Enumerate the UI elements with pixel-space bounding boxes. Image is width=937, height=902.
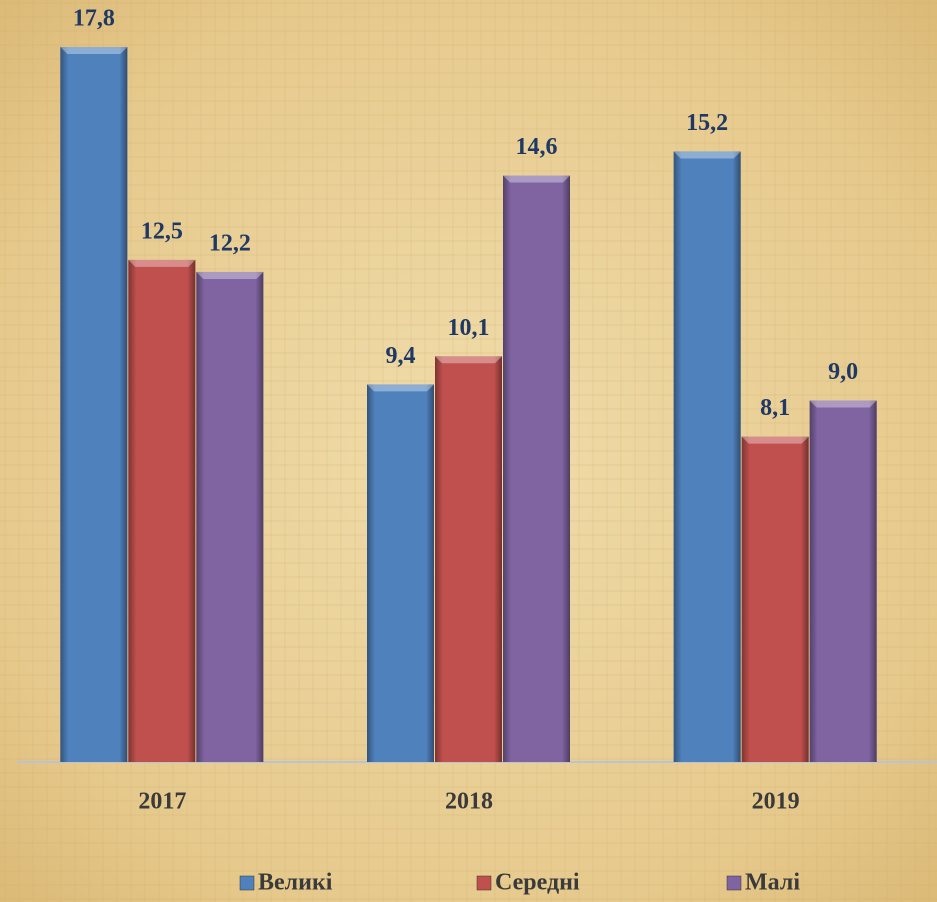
bar-bevel [196, 271, 264, 279]
bar-bevel [809, 400, 877, 408]
data-label: 9,0 [828, 359, 858, 385]
legend-marker [726, 875, 742, 891]
bar-bevel [503, 175, 570, 183]
bar-bevel [435, 356, 502, 364]
x-tick-label: 2019 [752, 789, 800, 815]
x-tick-label: 2018 [445, 789, 493, 815]
bar-shade [60, 47, 128, 762]
data-label: 15,2 [686, 110, 728, 136]
data-label: 12,5 [141, 218, 183, 244]
legend-label: Середні [495, 870, 580, 896]
bar-shade [128, 259, 196, 762]
bar-bevel [128, 259, 196, 267]
data-label: 9,4 [386, 343, 416, 369]
bar-shade [673, 151, 741, 762]
data-label: 8,1 [760, 395, 790, 421]
bar-shade [196, 271, 264, 762]
legend-marker [476, 875, 492, 891]
legend-label: Малі [745, 870, 800, 896]
bar-shade [367, 384, 434, 762]
bar-shade [809, 400, 877, 762]
data-label: 17,8 [73, 6, 115, 32]
bar-bevel [60, 47, 128, 54]
bar-shade [741, 436, 809, 762]
bar-bevel [367, 384, 434, 392]
data-label: 12,2 [209, 230, 251, 256]
data-label: 14,6 [516, 134, 558, 160]
data-label: 10,1 [448, 315, 490, 341]
bar-bevel [741, 436, 809, 444]
bar-bevel [673, 151, 741, 159]
x-tick-label: 2017 [138, 789, 186, 815]
bar-shade [503, 175, 570, 763]
legend-marker [239, 875, 255, 891]
bar-shade [435, 356, 502, 762]
legend-label: Великі [258, 870, 333, 896]
